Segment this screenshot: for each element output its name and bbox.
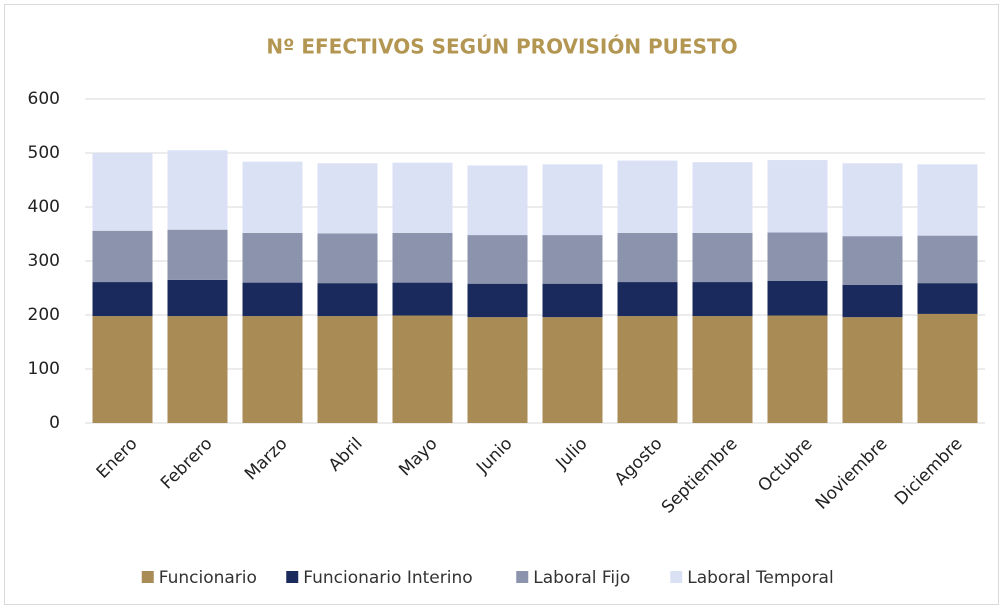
legend-label: Funcionario [159,568,257,588]
bar-segment [167,316,228,423]
bar-segment [92,230,153,283]
bar-segment [467,165,528,236]
legend-label: Laboral Temporal [687,568,833,588]
legend-label: Funcionario Interino [303,568,472,588]
legend-swatch [141,571,154,583]
bar-segment [167,150,228,230]
bar-segment [842,284,903,318]
bar-segment [917,235,978,284]
bar-segment [917,283,978,314]
bar-segment [92,316,153,423]
bar-segment [317,163,378,234]
bar-segment [542,164,603,236]
bar-segment [242,232,303,283]
bar-segment [692,232,753,283]
legend-label: Laboral Fijo [533,568,630,588]
bar-segment [317,283,378,317]
legend-swatch [670,571,683,583]
bar-segment [392,162,453,233]
bar-segment [467,235,528,284]
bar-segment [467,283,528,318]
bar-segment [842,163,903,237]
bar-segment [617,232,678,283]
bar-segment [692,316,753,423]
legend-swatch [516,571,529,583]
bar-segment [767,280,828,316]
bar-segment [767,232,828,281]
bar-segment [92,153,153,231]
bar-segment [542,283,603,318]
bar-segment [617,160,678,233]
bar-segment [242,161,303,233]
y-tick-label: 200 [28,305,60,325]
y-tick-label: 500 [28,143,60,163]
bar-segment [242,316,303,423]
bar-segment [392,282,453,316]
bar-segment [542,317,603,423]
bar-segment [392,232,453,283]
bar-segment [542,235,603,284]
bar-segment [692,282,753,317]
bar-segment [842,236,903,285]
legend-swatch [286,571,299,583]
y-tick-label: 300 [28,251,60,271]
bar-segment [617,316,678,423]
bar-segment [842,317,903,423]
bar-segment [617,282,678,317]
y-tick-label: 600 [28,89,60,109]
y-tick-label: 100 [28,359,60,379]
bar-segment [317,233,378,284]
bar-segment [242,282,303,317]
bar-segment [917,164,978,236]
bar-segment [692,162,753,233]
bar-segment [92,282,153,317]
chart-title: Nº EFECTIVOS SEGÚN PROVISIÓN PUESTO [266,35,737,59]
y-tick-label: 0 [49,413,60,433]
bar-segment [767,315,828,423]
y-tick-label: 400 [28,197,60,217]
bar-segment [317,316,378,423]
bar-segment [167,279,228,317]
bar-segment [767,160,828,233]
bar-segment [167,229,228,280]
bar-segment [392,315,453,423]
bar-segment [917,313,978,423]
bar-segment [467,317,528,423]
